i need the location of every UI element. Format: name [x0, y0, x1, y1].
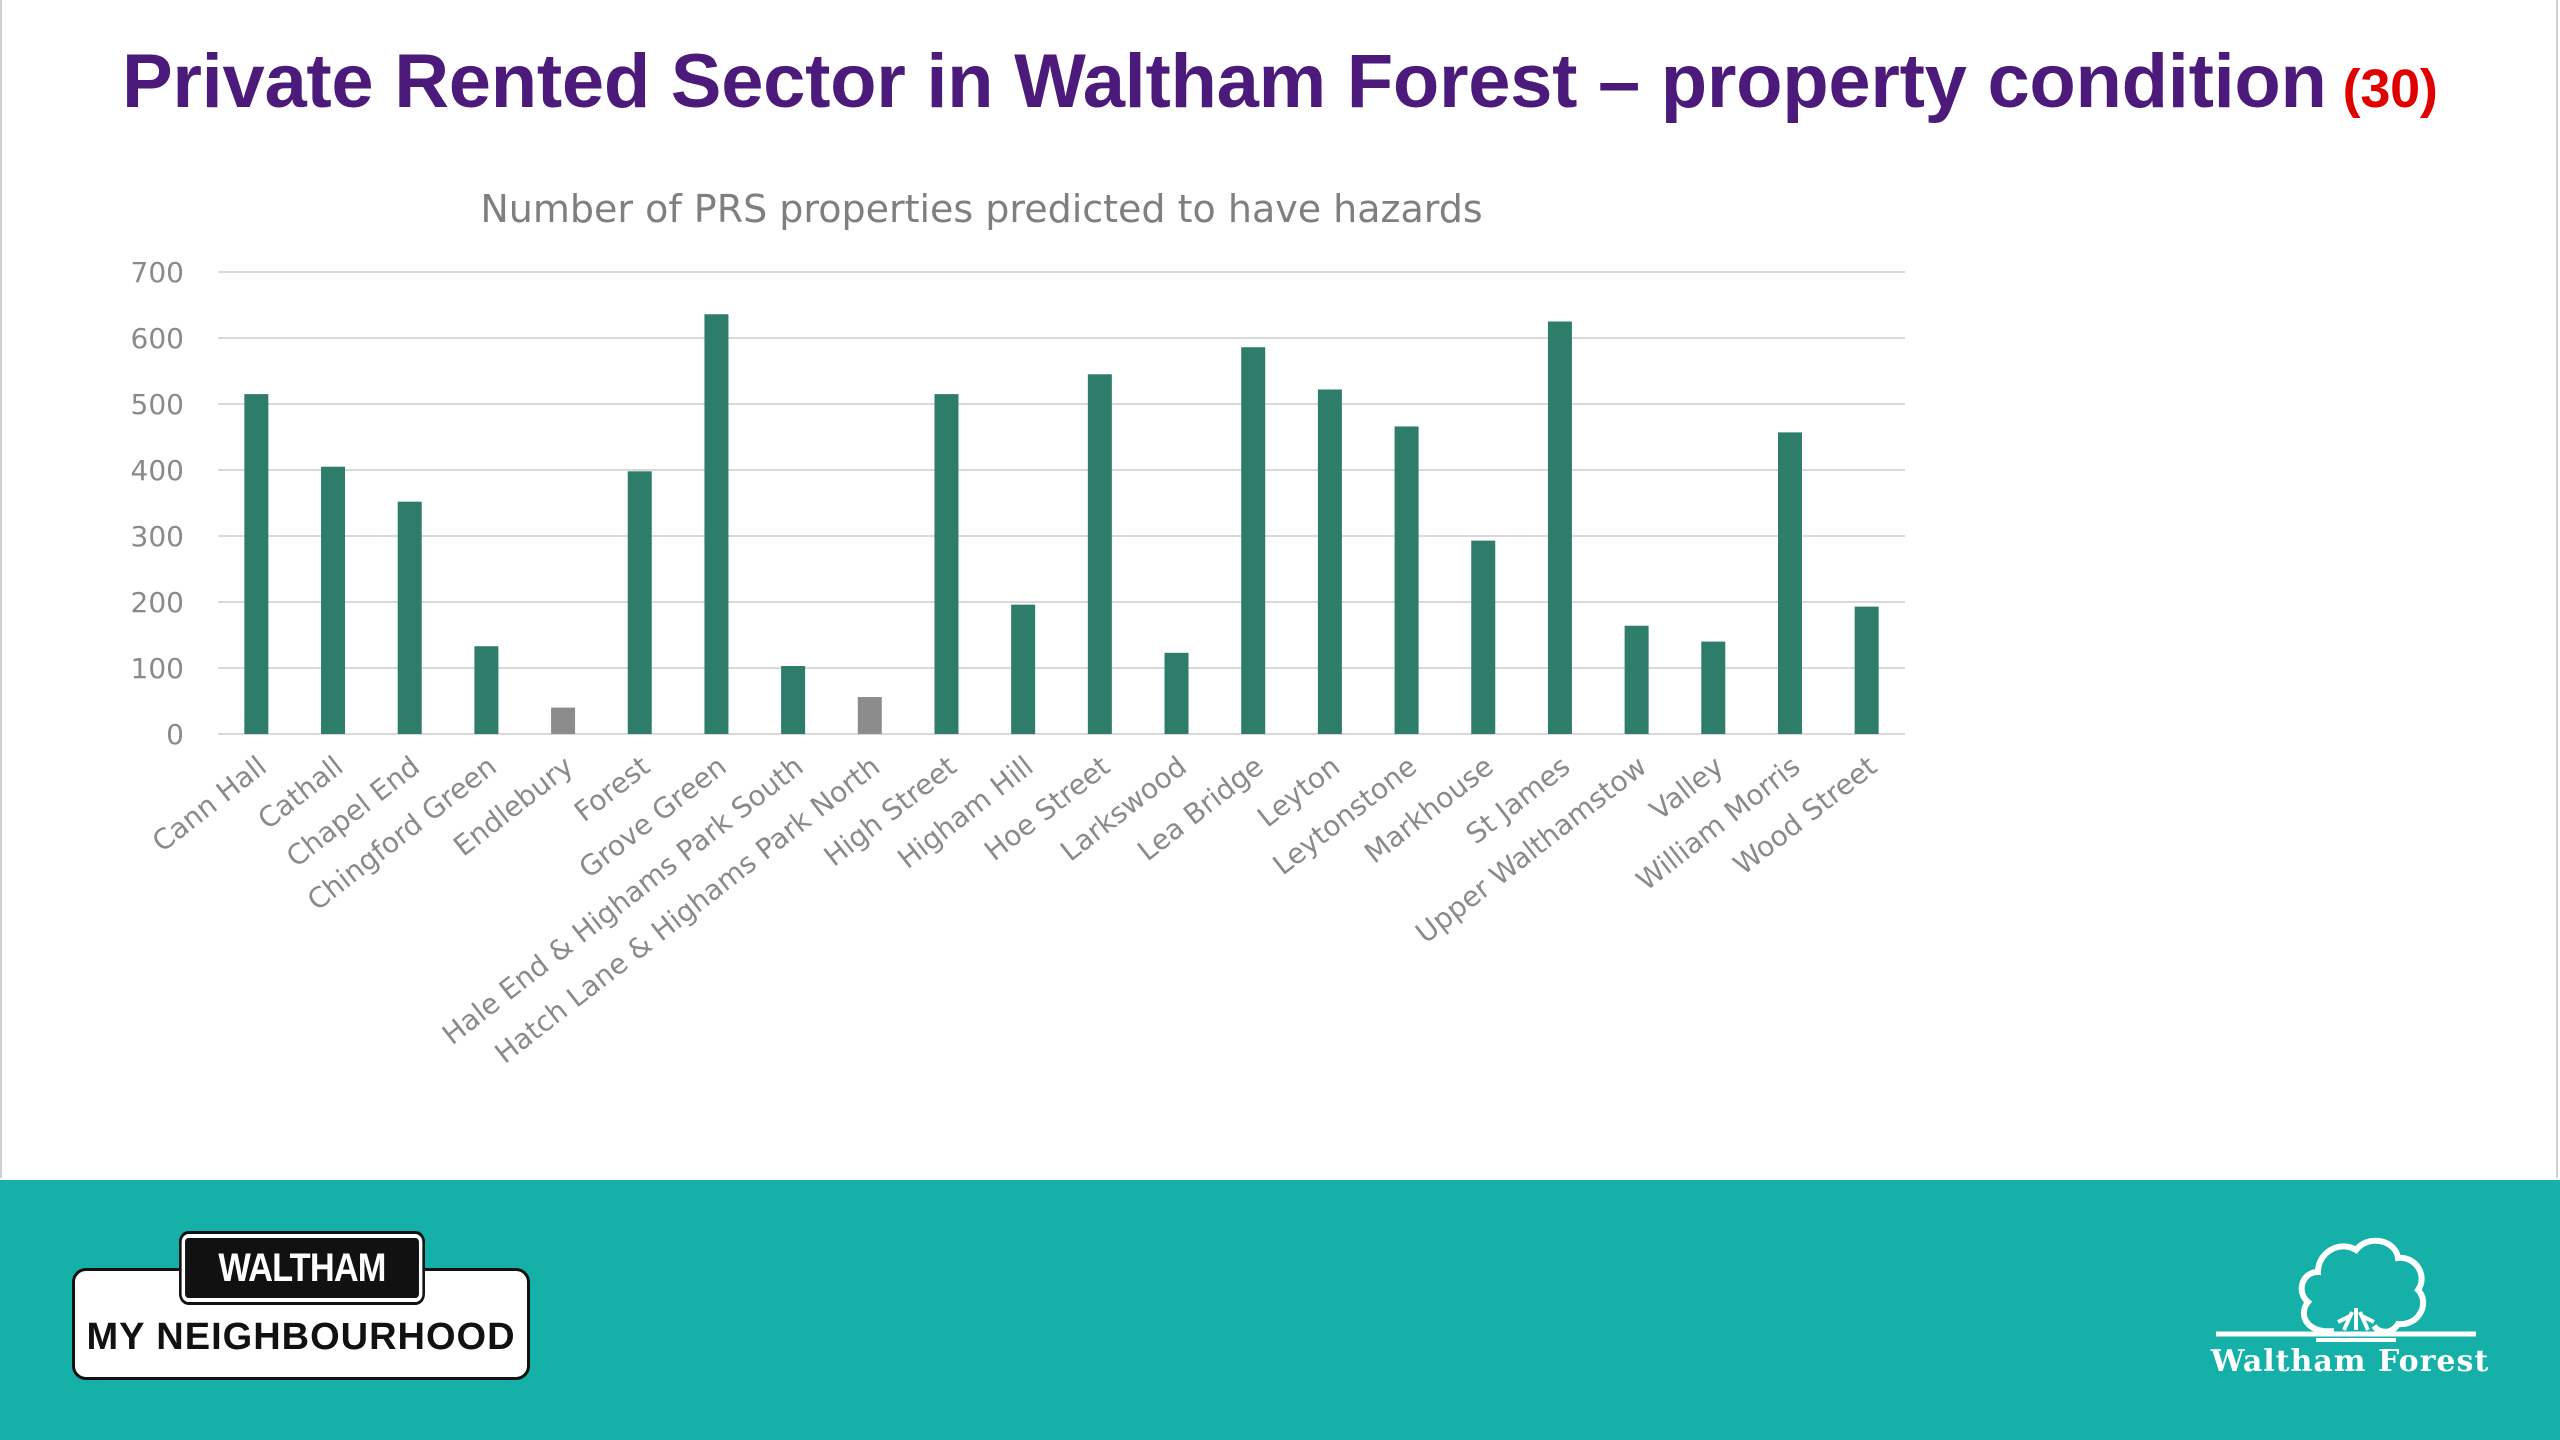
bar — [1317, 389, 1342, 734]
bar — [1471, 540, 1496, 734]
y-tick-label: 300 — [131, 520, 184, 553]
bar — [397, 501, 422, 734]
y-tick-label: 100 — [131, 652, 184, 685]
y-tick-label: 200 — [131, 586, 184, 619]
bar — [474, 646, 499, 734]
y-tick-label: 700 — [131, 256, 184, 289]
bar — [1701, 641, 1726, 734]
bar — [1854, 606, 1879, 734]
y-tick-label: 500 — [131, 388, 184, 421]
y-tick-label: 0 — [166, 718, 184, 751]
page-title: Private Rented Sector in Waltham Forest … — [122, 38, 2438, 125]
y-tick-label: 400 — [131, 454, 184, 487]
bar — [781, 666, 806, 734]
logo-text: Waltham Forest — [2210, 1344, 2490, 1379]
slide-reference: (30) — [2342, 59, 2438, 119]
slide-border — [0, 0, 2558, 1178]
bar — [321, 466, 346, 734]
hazards-bar-chart: Number of PRS properties predicted to ha… — [131, 187, 1905, 1070]
x-tick-label: Cann Hall — [146, 750, 273, 859]
bar — [1011, 604, 1036, 734]
bar — [551, 707, 576, 734]
y-tick-label: 600 — [131, 322, 184, 355]
bar — [627, 471, 652, 734]
bar — [1394, 426, 1419, 734]
bar — [934, 394, 959, 734]
bar — [1241, 347, 1266, 734]
badge-bottom-label: MY NEIGHBOURHOOD — [86, 1316, 516, 1358]
tree-logo-icon — [2216, 1237, 2476, 1342]
bar — [857, 697, 882, 734]
bar — [1547, 321, 1572, 734]
chart-title: Number of PRS properties predicted to ha… — [480, 187, 1482, 231]
bar — [1777, 432, 1802, 734]
bar — [1164, 652, 1189, 734]
bar — [244, 394, 269, 734]
bar — [1087, 374, 1112, 734]
badge-top-label: WALTHAM FOREST — [179, 1231, 425, 1350]
title-text: Private Rented Sector in Waltham Forest … — [122, 39, 2327, 124]
bar — [704, 314, 729, 734]
bar — [1624, 625, 1649, 734]
